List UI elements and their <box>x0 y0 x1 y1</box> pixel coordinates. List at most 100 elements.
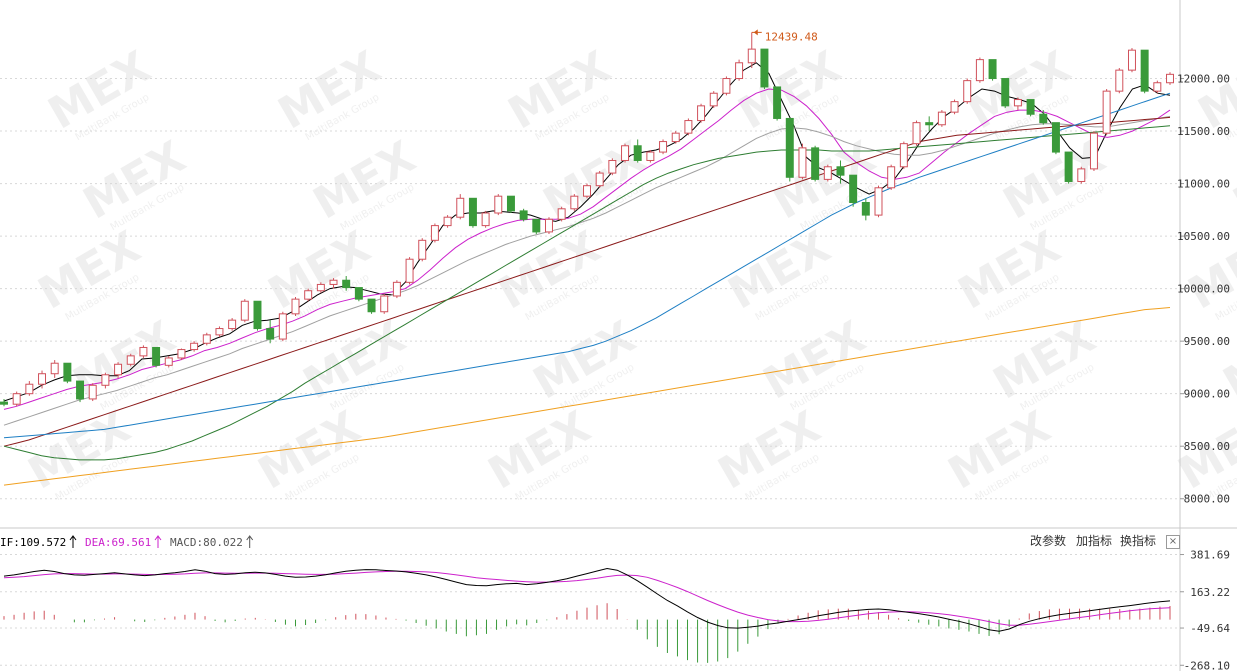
switch-indicator-button[interactable]: 换指标 <box>1120 534 1157 548</box>
candle-up <box>874 187 883 216</box>
candle-up <box>583 185 591 197</box>
candle-down <box>861 201 870 216</box>
macd-lines <box>3 567 1171 632</box>
modify-params-button[interactable]: 改参数 <box>1030 534 1067 548</box>
main-price-axis: 12000.00 11500.00 11000.00 10500.00 10000.00… <box>1177 0 1230 528</box>
price-tick-label: 8500.00 <box>1184 440 1230 453</box>
candle-up <box>1077 168 1086 182</box>
annotation-label: 12439.48 <box>765 30 818 43</box>
price-tick-label: 11000.00 <box>1177 178 1230 191</box>
candle-up <box>164 357 173 366</box>
candle-down <box>773 86 782 119</box>
candle-up <box>418 239 427 260</box>
candle-up <box>456 197 465 218</box>
candle-up <box>557 208 566 220</box>
candle-up <box>278 313 287 340</box>
candle-up <box>887 166 896 189</box>
add-indicator-button[interactable]: 加指标 <box>1076 534 1113 548</box>
candle-down <box>760 48 769 88</box>
price-tick-label: 10000.00 <box>1177 283 1230 296</box>
ma-line-ma60 <box>3 116 1171 447</box>
candle-up <box>443 216 452 227</box>
candle-up <box>291 298 300 315</box>
dea-line <box>3 570 1171 626</box>
candle-down <box>342 279 351 289</box>
price-tick-label: 12000.00 <box>1177 73 1230 86</box>
candle-down <box>354 287 363 300</box>
price-tick-label: 10500.00 <box>1177 230 1230 243</box>
annotation-arrow <box>753 29 758 36</box>
candle-down <box>633 145 642 161</box>
candle-up <box>380 295 389 313</box>
candle-down <box>76 380 85 400</box>
candle-up <box>215 328 224 336</box>
candle-up <box>912 122 921 145</box>
candle-up <box>177 349 186 359</box>
candle-up <box>950 101 959 113</box>
high-annotation: 12439.48 <box>751 29 818 43</box>
candle-down <box>988 59 997 80</box>
candle-up <box>202 334 211 344</box>
close-indicator-button[interactable]: × <box>1166 535 1180 549</box>
candle-down <box>1026 99 1035 115</box>
macd-histogram <box>3 603 1171 663</box>
price-tick-label: 8000.00 <box>1184 493 1230 506</box>
candle-up <box>126 355 135 365</box>
candle-up <box>25 383 34 395</box>
candle-down <box>468 197 477 227</box>
candle-up <box>304 290 313 300</box>
candle-up <box>1013 99 1022 107</box>
candle-down <box>253 300 262 330</box>
macd-tick-label: 381.69 <box>1190 549 1230 562</box>
ma-line-ma500 <box>3 307 1171 486</box>
macd-legend: MACD:80.022 <box>170 536 243 549</box>
candle-down <box>367 298 376 313</box>
candle-down <box>1001 78 1010 107</box>
candle-up <box>621 145 630 161</box>
candle-up <box>430 225 439 241</box>
candle-up <box>190 342 199 351</box>
candle-up <box>481 212 490 227</box>
candle-down <box>1039 113 1048 124</box>
macd-axis: 381.69 163.22 -49.64 -268.10 <box>1179 528 1230 671</box>
candle-up <box>316 283 325 292</box>
candle-down <box>532 218 541 233</box>
candle-up <box>963 80 972 103</box>
candle-up <box>50 362 59 375</box>
candle-up <box>1153 82 1162 92</box>
dif-line <box>3 567 1171 632</box>
candle-down <box>1064 151 1073 182</box>
candle-down <box>63 362 72 382</box>
candle-up <box>38 373 47 385</box>
candle-up <box>405 258 414 283</box>
candle-up <box>595 172 604 187</box>
ma-line-ma5 <box>3 62 1171 402</box>
candle-down <box>519 210 528 220</box>
candle-up <box>975 59 984 82</box>
candle-up <box>240 300 249 321</box>
candle-down <box>1051 122 1060 153</box>
candle-up <box>747 48 756 64</box>
price-tick-label: 9000.00 <box>1184 388 1230 401</box>
candle-up <box>88 384 97 400</box>
dea-legend: DEA:69.561 <box>85 536 151 549</box>
candle-up <box>12 393 21 405</box>
candle-down <box>152 346 161 366</box>
candle-up <box>228 319 237 330</box>
candle-up <box>392 281 401 297</box>
candle-up <box>798 147 807 178</box>
